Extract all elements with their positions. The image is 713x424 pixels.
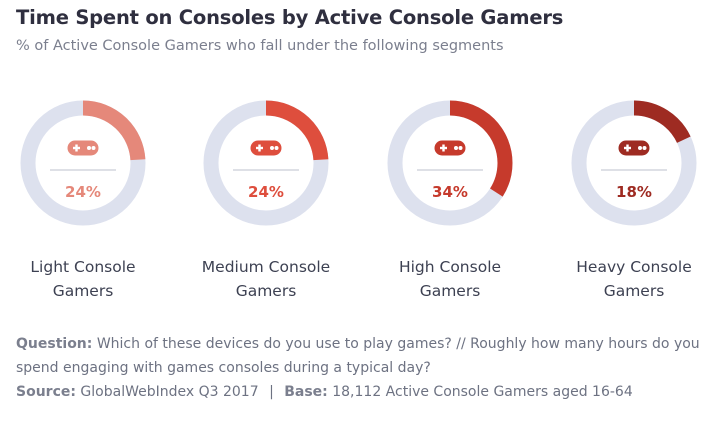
- gamepad-icon: [250, 140, 282, 156]
- segment-label-line1: Light Console: [30, 258, 135, 276]
- gamepad-button-a: [270, 146, 274, 150]
- gamepad-body: [618, 140, 650, 156]
- gamepad-dpad-v: [75, 144, 78, 152]
- source-note: Source: GlobalWebIndex Q3 2017 | Base: 1…: [16, 380, 706, 404]
- donut-value-label: 24%: [65, 183, 101, 201]
- donut-value-label: 24%: [248, 183, 284, 201]
- gamepad-button-b: [91, 146, 96, 150]
- gamepad-button-b: [642, 146, 647, 150]
- gamepad-body: [434, 140, 466, 156]
- source-text: GlobalWebIndex Q3 2017: [80, 384, 259, 400]
- donut-value-arc: [571, 100, 697, 226]
- segment-label-line1: Medium Console: [202, 258, 330, 276]
- question-label: Question:: [16, 336, 93, 352]
- base-text: 18,112 Active Console Gamers aged 16-64: [332, 384, 633, 400]
- segment-label-line2: Gamers: [420, 282, 481, 300]
- gamepad-button-a: [454, 146, 458, 150]
- donut-value-arc: [20, 100, 146, 226]
- gamepad-button-a: [87, 146, 91, 150]
- gamepad-dpad-v: [442, 144, 445, 152]
- source-label: Source:: [16, 384, 76, 400]
- segment-label-line2: Gamers: [53, 282, 114, 300]
- chart-subtitle: % of Active Console Gamers who fall unde…: [16, 38, 504, 54]
- gamepad-button-b: [458, 146, 463, 150]
- segment-label-line2: Gamers: [604, 282, 665, 300]
- gamepad-icon: [67, 140, 99, 156]
- gamepad-button-b: [274, 146, 279, 150]
- gamepad-body: [67, 140, 99, 156]
- segment-label-line1: High Console: [399, 258, 501, 276]
- gamepad-icon: [618, 140, 650, 156]
- question-text: Which of these devices do you use to pla…: [16, 336, 700, 376]
- donut-1: 24% Light Console Gamers: [20, 100, 146, 300]
- gamepad-dpad-v: [626, 144, 629, 152]
- donut-value-label: 34%: [432, 183, 468, 201]
- donut-2: 24% Medium Console Gamers: [202, 100, 330, 300]
- gamepad-dpad-v: [258, 144, 261, 152]
- donut-3: 34% High Console Gamers: [387, 100, 513, 300]
- base-label: Base:: [284, 384, 328, 400]
- chart-title: Time Spent on Consoles by Active Console…: [16, 6, 564, 29]
- gamepad-icon: [434, 140, 466, 156]
- donut-value-arc: [387, 100, 513, 226]
- source-separator: |: [269, 384, 274, 400]
- segment-label-line1: Heavy Console: [576, 258, 692, 276]
- gamepad-button-a: [638, 146, 642, 150]
- gamepad-body: [250, 140, 282, 156]
- donut-4: 18% Heavy Console Gamers: [571, 100, 697, 300]
- chart-footer: Question: Which of these devices do you …: [16, 332, 706, 404]
- question-note: Question: Which of these devices do you …: [16, 332, 706, 380]
- donut-value-label: 18%: [616, 183, 652, 201]
- segment-label-line2: Gamers: [236, 282, 297, 300]
- donut-value-arc: [203, 100, 329, 226]
